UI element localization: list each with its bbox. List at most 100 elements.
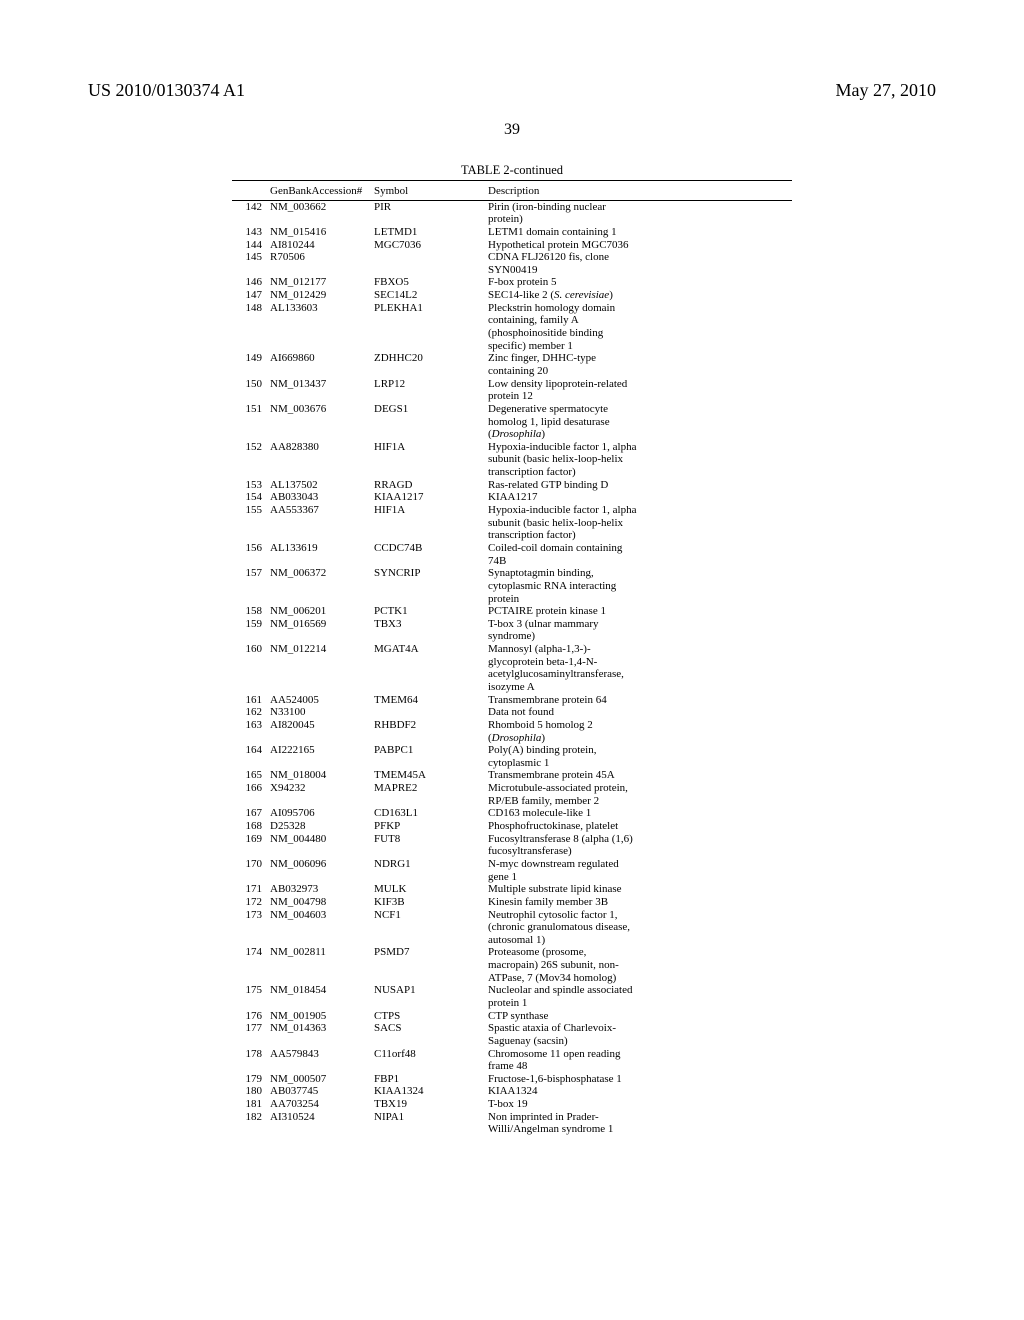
row-index: 156	[232, 542, 270, 567]
row-symbol: PLEKHA1	[374, 302, 488, 353]
row-index: 146	[232, 276, 270, 289]
row-accession: AL137502	[270, 479, 374, 492]
row-accession: NM_002811	[270, 946, 374, 984]
description-line: Multiple substrate lipid kinase	[488, 883, 788, 896]
row-symbol: NCF1	[374, 909, 488, 947]
row-index: 172	[232, 896, 270, 909]
description-line: Poly(A) binding protein,	[488, 744, 788, 757]
table-row: 150NM_013437LRP12Low density lipoprotein…	[232, 378, 792, 403]
row-description: Data not found	[488, 706, 792, 719]
table-row: 171AB032973MULKMultiple substrate lipid …	[232, 883, 792, 896]
col-index	[232, 183, 270, 200]
row-accession: NM_012429	[270, 289, 374, 302]
description-line: LETM1 domain containing 1	[488, 226, 788, 239]
page-header: US 2010/0130374 A1 May 27, 2010	[88, 80, 936, 101]
description-line: Coiled-coil domain containing	[488, 542, 788, 555]
row-index: 168	[232, 820, 270, 833]
row-symbol: TBX19	[374, 1098, 488, 1111]
table-row: 146NM_012177FBXO5F-box protein 5	[232, 276, 792, 289]
description-line: cytoplasmic RNA interacting	[488, 580, 788, 593]
row-accession: NM_004480	[270, 833, 374, 858]
table-head: GenBankAccession# Symbol Description	[232, 183, 792, 200]
row-accession: AB032973	[270, 883, 374, 896]
row-accession: AI222165	[270, 744, 374, 769]
row-accession: AA524005	[270, 694, 374, 707]
row-symbol	[374, 706, 488, 719]
description-line: syndrome)	[488, 630, 788, 643]
description-line: Fucosyltransferase 8 (alpha (1,6)	[488, 833, 788, 846]
row-description: Mannosyl (alpha-1,3-)-glycoprotein beta-…	[488, 643, 792, 694]
row-index: 178	[232, 1048, 270, 1073]
row-index: 160	[232, 643, 270, 694]
row-symbol: RHBDF2	[374, 719, 488, 744]
row-description: T-box 3 (ulnar mammarysyndrome)	[488, 618, 792, 643]
row-index: 148	[232, 302, 270, 353]
row-accession: NM_015416	[270, 226, 374, 239]
row-symbol: SYNCRIP	[374, 567, 488, 605]
table-body: 142NM_003662PIRPirin (iron-binding nucle…	[232, 200, 792, 1136]
col-description: Description	[488, 183, 792, 200]
row-index: 143	[232, 226, 270, 239]
table-row: 142NM_003662PIRPirin (iron-binding nucle…	[232, 201, 792, 226]
description-line: homolog 1, lipid desaturase	[488, 416, 788, 429]
row-accession: NM_012177	[270, 276, 374, 289]
row-symbol: KIAA1324	[374, 1085, 488, 1098]
row-index: 163	[232, 719, 270, 744]
row-index: 179	[232, 1073, 270, 1086]
row-symbol: KIAA1217	[374, 491, 488, 504]
description-line: containing 20	[488, 365, 788, 378]
row-description: Transmembrane protein 64	[488, 694, 792, 707]
row-accession: NM_006372	[270, 567, 374, 605]
row-index: 157	[232, 567, 270, 605]
table-header-row: GenBankAccession# Symbol Description	[232, 183, 792, 200]
row-index: 161	[232, 694, 270, 707]
table-row: 176NM_001905CTPSCTP synthase	[232, 1010, 792, 1023]
table-row: 177NM_014363SACSSpastic ataxia of Charle…	[232, 1022, 792, 1047]
table-row: 143NM_015416LETMD1LETM1 domain containin…	[232, 226, 792, 239]
row-symbol: C11orf48	[374, 1048, 488, 1073]
description-line: cytoplasmic 1	[488, 757, 788, 770]
row-accession: AI310524	[270, 1111, 374, 1136]
description-line: fucosyltransferase)	[488, 845, 788, 858]
row-description: Zinc finger, DHHC-typecontaining 20	[488, 352, 792, 377]
row-index: 176	[232, 1010, 270, 1023]
col-accession: GenBankAccession#	[270, 183, 374, 200]
description-line: Hypoxia-inducible factor 1, alpha	[488, 441, 788, 454]
publication-number: US 2010/0130374 A1	[88, 80, 245, 101]
table-row: 181AA703254TBX19T-box 19	[232, 1098, 792, 1111]
row-index: 182	[232, 1111, 270, 1136]
row-symbol: TBX3	[374, 618, 488, 643]
table-row: 179NM_000507FBP1Fructose-1,6-bisphosphat…	[232, 1073, 792, 1086]
description-line: CDNA FLJ26120 fis, clone	[488, 251, 788, 264]
row-accession: AB037745	[270, 1085, 374, 1098]
table-row: 170NM_006096NDRG1N-myc downstream regula…	[232, 858, 792, 883]
row-description: Non imprinted in Prader-Willi/Angelman s…	[488, 1111, 792, 1136]
description-line: acetylglucosaminyltransferase,	[488, 668, 788, 681]
table-row: 155AA553367HIF1AHypoxia-inducible factor…	[232, 504, 792, 542]
table-row: 169NM_004480FUT8Fucosyltransferase 8 (al…	[232, 833, 792, 858]
table-row: 159NM_016569TBX3T-box 3 (ulnar mammarysy…	[232, 618, 792, 643]
row-index: 164	[232, 744, 270, 769]
description-line: Spastic ataxia of Charlevoix-	[488, 1022, 788, 1035]
description-line: Willi/Angelman syndrome 1	[488, 1123, 788, 1136]
description-line: protein 12	[488, 390, 788, 403]
row-index: 173	[232, 909, 270, 947]
description-line: KIAA1217	[488, 491, 788, 504]
row-description: Proteasome (prosome,macropain) 26S subun…	[488, 946, 792, 984]
row-index: 165	[232, 769, 270, 782]
row-symbol: FUT8	[374, 833, 488, 858]
row-index: 147	[232, 289, 270, 302]
description-line: (chronic granulomatous disease,	[488, 921, 788, 934]
description-line: Mannosyl (alpha-1,3-)-	[488, 643, 788, 656]
col-symbol: Symbol	[374, 183, 488, 200]
row-symbol: LETMD1	[374, 226, 488, 239]
row-description: Poly(A) binding protein,cytoplasmic 1	[488, 744, 792, 769]
row-accession: NM_014363	[270, 1022, 374, 1047]
table-row: 157NM_006372SYNCRIPSynaptotagmin binding…	[232, 567, 792, 605]
description-line: Phosphofructokinase, platelet	[488, 820, 788, 833]
description-line: glycoprotein beta-1,4-N-	[488, 656, 788, 669]
table-row: 165NM_018004TMEM45ATransmembrane protein…	[232, 769, 792, 782]
description-line: CTP synthase	[488, 1010, 788, 1023]
description-line: Fructose-1,6-bisphosphatase 1	[488, 1073, 788, 1086]
row-index: 144	[232, 239, 270, 252]
